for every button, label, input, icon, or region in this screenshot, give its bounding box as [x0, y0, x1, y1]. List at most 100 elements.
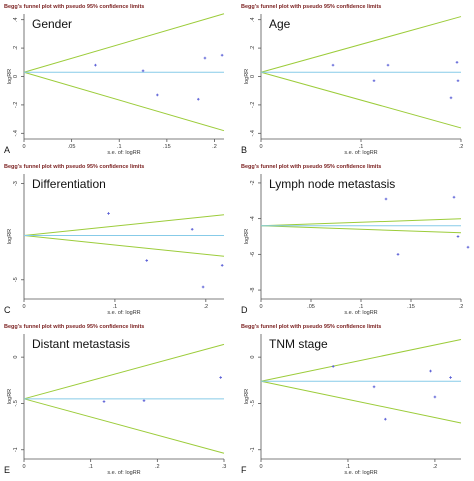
- lower-confidence-limit: [260, 71, 462, 129]
- panel-letter: F: [241, 465, 247, 475]
- panel-name: Gender: [32, 17, 72, 31]
- y-axis-label: logRR: [7, 229, 13, 244]
- y-tick-label: 0: [13, 356, 19, 359]
- study-point: [372, 385, 376, 389]
- study-point: [220, 264, 224, 267]
- x-tick-label: 0: [259, 304, 262, 310]
- x-tick-label: .1: [88, 464, 93, 470]
- x-tick-label: .1: [359, 144, 364, 150]
- study-point: [386, 63, 390, 67]
- study-point: [456, 79, 460, 83]
- y-tick-label: -2: [250, 180, 256, 185]
- panel-name: Differentiation: [32, 177, 106, 191]
- plot-title: Begg's funnel plot with pseudo 95% confi…: [241, 4, 381, 10]
- y-tick-label: .2: [13, 46, 19, 51]
- panel-gender: Begg's funnel plot with pseudo 95% confi…: [0, 0, 237, 160]
- study-point: [456, 235, 460, 238]
- study-point: [102, 400, 106, 403]
- study-point: [94, 63, 97, 67]
- funnel-plot: Begg's funnel plot with pseudo 95% confi…: [241, 164, 470, 316]
- x-axis-label: s.e. of: logRR: [107, 150, 140, 156]
- y-tick-label: -4: [250, 216, 256, 221]
- x-tick-label: .15: [407, 304, 415, 310]
- funnel-plot: Begg's funnel plot with pseudo 95% confi…: [241, 4, 464, 156]
- plot-title: Begg's funnel plot with pseudo 95% confi…: [4, 4, 144, 10]
- x-tick-label: 0: [259, 464, 262, 470]
- x-tick-label: 0: [22, 144, 25, 150]
- y-tick-label: 0: [13, 75, 19, 78]
- study-point: [433, 395, 437, 399]
- y-axis-label: logRR: [244, 389, 250, 404]
- plot-title: Begg's funnel plot with pseudo 95% confi…: [241, 164, 381, 170]
- y-tick-label: .4: [250, 17, 256, 22]
- lower-confidence-limit: [260, 380, 462, 424]
- study-point: [429, 369, 432, 373]
- x-tick-label: .2: [212, 144, 217, 150]
- y-tick-label: -8: [250, 288, 256, 293]
- y-tick-label: -.2: [13, 102, 19, 108]
- x-tick-label: .2: [204, 304, 209, 310]
- y-tick-label: .4: [13, 17, 19, 22]
- panel-letter: D: [241, 305, 248, 315]
- study-point: [156, 93, 159, 97]
- x-tick-label: .05: [68, 144, 76, 150]
- study-point: [396, 253, 400, 256]
- panel-differentiation: Begg's funnel plot with pseudo 95% confi…: [0, 160, 237, 320]
- y-tick-label: -.5: [13, 400, 19, 406]
- study-point: [331, 63, 335, 67]
- funnel-plot: Begg's funnel plot with pseudo 95% confi…: [4, 164, 225, 316]
- panel-name: TNM stage: [269, 337, 328, 351]
- study-point: [455, 60, 459, 64]
- study-point: [190, 227, 194, 231]
- study-point: [331, 365, 335, 368]
- y-tick-label: 0: [250, 356, 256, 359]
- upper-confidence-limit: [260, 338, 462, 382]
- study-point: [384, 197, 388, 201]
- study-point: [220, 53, 224, 57]
- panel-letter: E: [4, 465, 10, 475]
- study-point: [452, 195, 456, 199]
- x-tick-label: .1: [117, 144, 122, 150]
- study-point: [219, 376, 222, 379]
- study-point: [201, 285, 205, 289]
- panel-letter: A: [4, 145, 10, 155]
- study-point: [142, 399, 146, 402]
- study-point: [196, 97, 200, 101]
- upper-confidence-limit: [260, 16, 462, 73]
- x-tick-label: .2: [459, 304, 464, 310]
- y-tick-label: -5: [13, 277, 19, 282]
- plot-title: Begg's funnel plot with pseudo 95% confi…: [241, 324, 381, 330]
- y-tick-label: 0: [250, 75, 256, 78]
- lower-confidence-limit: [23, 398, 225, 454]
- panel-name: Age: [269, 17, 291, 31]
- x-tick-label: .2: [459, 144, 464, 150]
- lower-confidence-limit: [260, 225, 462, 234]
- x-tick-label: 0: [22, 464, 25, 470]
- upper-confidence-limit: [260, 218, 462, 227]
- x-tick-label: .15: [163, 144, 171, 150]
- study-point: [384, 417, 387, 421]
- y-axis-label: logRR: [7, 69, 13, 84]
- lower-confidence-limit: [23, 71, 225, 132]
- study-point: [141, 69, 145, 73]
- plot-title: Begg's funnel plot with pseudo 95% confi…: [4, 324, 144, 330]
- x-tick-label: .3: [222, 464, 227, 470]
- x-axis-label: s.e. of: logRR: [344, 150, 377, 156]
- y-tick-label: -.4: [13, 130, 19, 136]
- y-tick-label: -.2: [250, 102, 256, 108]
- y-tick-label: -1: [13, 447, 19, 452]
- study-point: [449, 96, 453, 100]
- plot-title: Begg's funnel plot with pseudo 95% confi…: [4, 164, 144, 170]
- x-tick-label: .1: [346, 464, 351, 470]
- x-tick-label: 0: [259, 144, 262, 150]
- y-tick-label: -.4: [250, 130, 256, 136]
- x-tick-label: .05: [307, 304, 315, 310]
- x-tick-label: .2: [433, 464, 438, 470]
- x-axis-label: s.e. of: logRR: [107, 310, 140, 316]
- y-axis-label: logRR: [7, 389, 13, 404]
- upper-confidence-limit: [23, 343, 225, 400]
- panel-distant-metastasis: Begg's funnel plot with pseudo 95% confi…: [0, 320, 237, 480]
- panel-age: Begg's funnel plot with pseudo 95% confi…: [237, 0, 474, 160]
- study-point: [203, 56, 207, 60]
- y-axis-label: logRR: [244, 229, 250, 244]
